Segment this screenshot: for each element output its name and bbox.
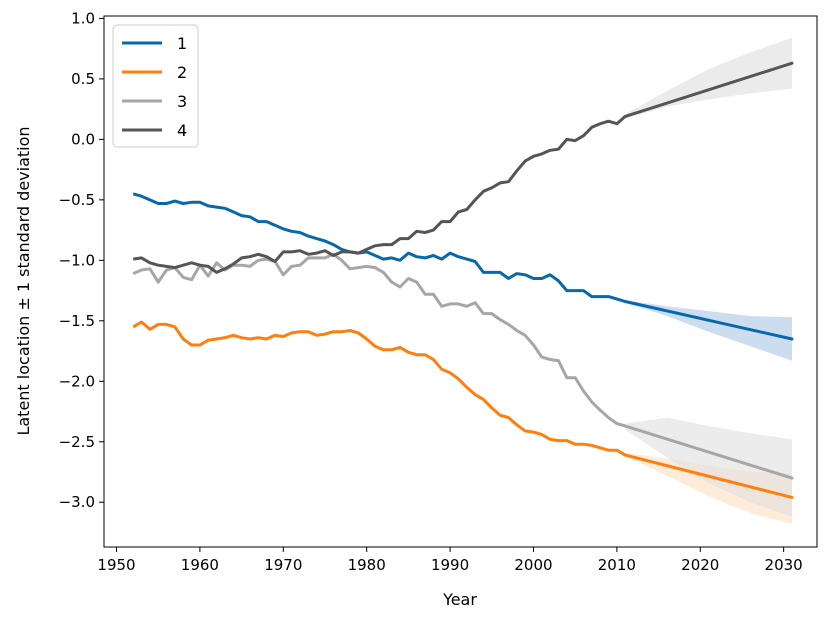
y-tick-label: −2.5 [59, 433, 95, 451]
x-tick-label: 1960 [181, 556, 219, 574]
line-series-2 [132, 320, 626, 457]
band-series-3 [625, 417, 792, 517]
x-axis: 1950 1960 1970 1980 1990 2000 2010 2020 2030 [97, 547, 803, 574]
x-tick-label: 2010 [598, 556, 636, 574]
band-series-2 [625, 452, 792, 524]
legend-label-1: 1 [177, 34, 187, 53]
legend-label-3: 3 [177, 92, 187, 111]
plot-frame [103, 15, 818, 548]
y-tick-label: −2.0 [59, 372, 95, 390]
y-tick-label: 0.0 [71, 130, 95, 148]
y-axis: 1.0 0.5 0.0 −0.5 −1.0 −1.5 −2.0 −2.5 −3.0 [59, 9, 104, 511]
legend-label-4: 4 [177, 121, 187, 140]
x-tick-label: 2030 [765, 556, 803, 574]
y-tick-label: −3.0 [59, 493, 95, 511]
y-tick-label: −1.5 [59, 312, 95, 330]
legend-box [112, 24, 199, 148]
series-lines [132, 61, 794, 499]
line-series-1 [132, 192, 626, 303]
line-series-3 [132, 252, 626, 428]
y-tick-label: 1.0 [71, 9, 95, 27]
legend-label-2: 2 [177, 63, 187, 82]
y-tick-label: 0.5 [71, 70, 95, 88]
y-tick-label: −1.0 [59, 251, 95, 269]
x-tick-label: 1950 [97, 556, 135, 574]
legend: 1 2 3 4 [112, 24, 199, 148]
band-series-4 [625, 37, 792, 119]
y-tick-label: −0.5 [59, 191, 95, 209]
forecast-series-2 [623, 453, 794, 499]
forecast-series-1 [623, 300, 794, 341]
x-axis-label: Year [442, 590, 477, 609]
x-tick-label: 2020 [681, 556, 719, 574]
confidence-bands [625, 37, 792, 524]
forecast-series-3 [623, 424, 794, 480]
x-tick-label: 1980 [348, 556, 386, 574]
line-series-4 [132, 115, 627, 274]
band-series-1 [625, 300, 792, 361]
x-tick-label: 2000 [514, 556, 552, 574]
y-axis-label: Latent location ± 1 standard deviation [14, 126, 33, 435]
x-tick-label: 1990 [431, 556, 469, 574]
forecast-series-4 [623, 61, 794, 118]
x-tick-label: 1970 [264, 556, 302, 574]
